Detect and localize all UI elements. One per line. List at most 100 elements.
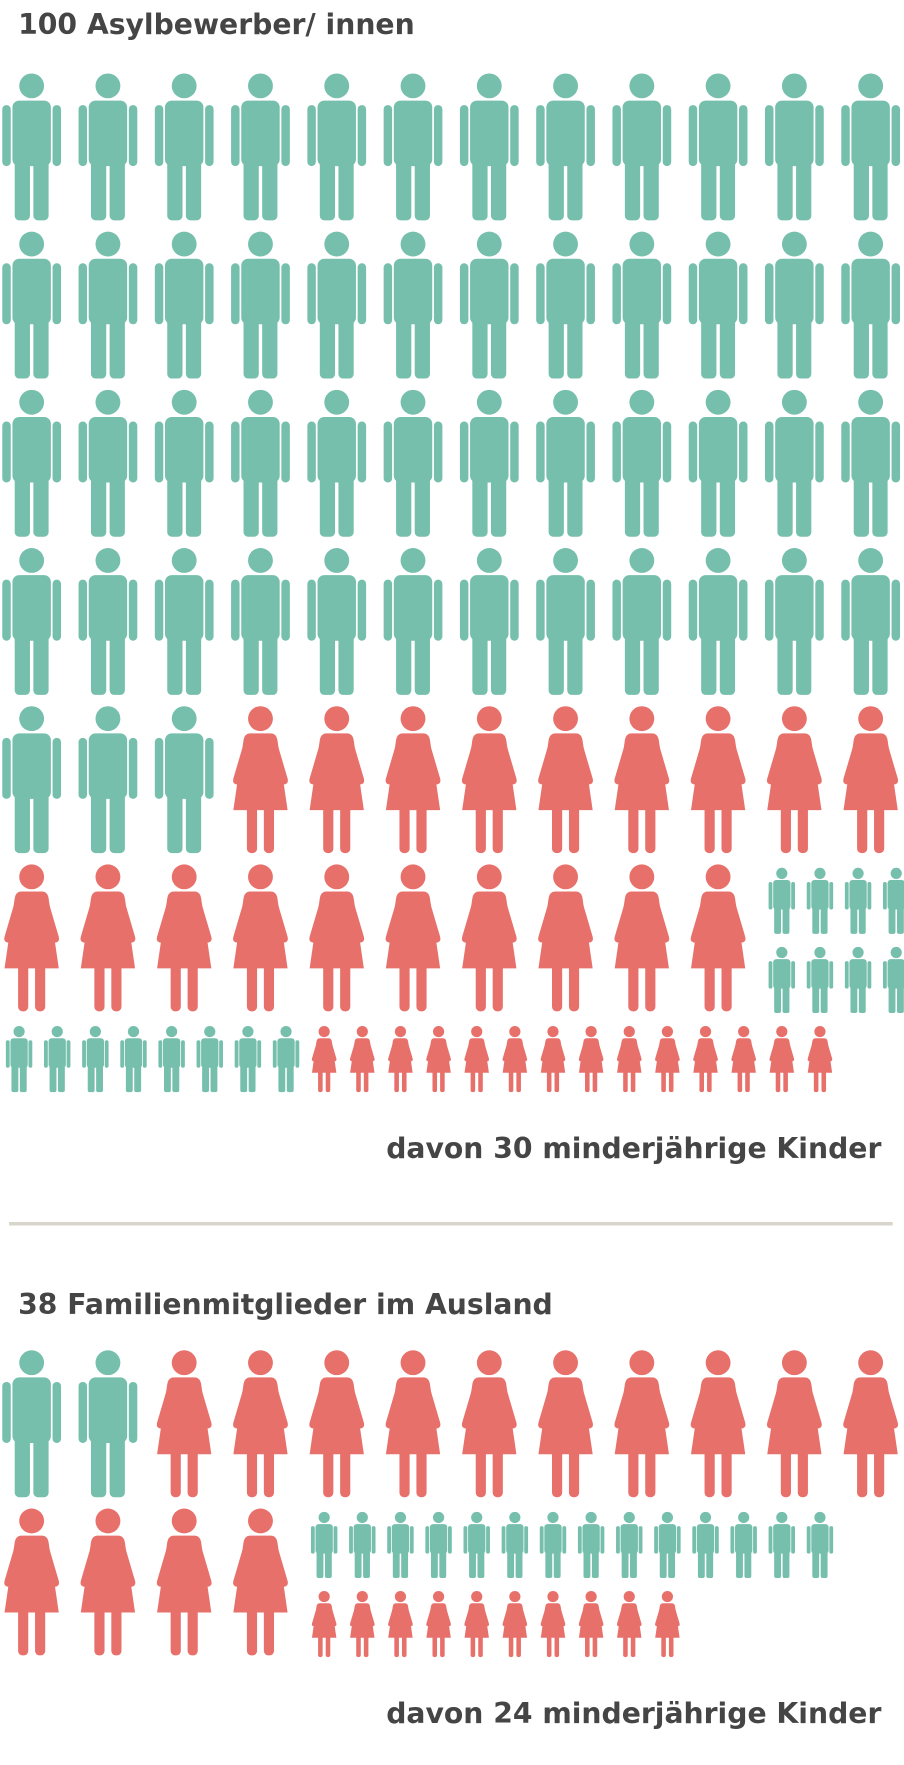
child-man-icon bbox=[806, 867, 834, 934]
man-icon bbox=[307, 389, 367, 537]
child-man-icon bbox=[844, 867, 872, 934]
man-icon bbox=[78, 389, 138, 537]
child-man-icon bbox=[234, 1026, 262, 1093]
child-woman-icon bbox=[349, 1590, 375, 1658]
man-icon bbox=[841, 231, 901, 379]
man-icon bbox=[154, 706, 214, 854]
woman-icon bbox=[385, 706, 441, 854]
woman-icon bbox=[461, 864, 517, 1012]
woman-icon bbox=[690, 706, 746, 854]
man-icon bbox=[764, 548, 824, 695]
woman-icon bbox=[233, 706, 288, 854]
woman-icon bbox=[385, 1350, 441, 1498]
woman-icon bbox=[766, 1350, 822, 1498]
child-man-icon bbox=[272, 1026, 300, 1093]
child-man-icon bbox=[768, 946, 796, 1014]
child-woman-icon bbox=[426, 1590, 451, 1658]
child-woman-icon bbox=[655, 1026, 680, 1093]
man-icon bbox=[688, 231, 748, 379]
woman-icon bbox=[766, 706, 822, 854]
woman-icon bbox=[538, 706, 593, 854]
man-icon bbox=[78, 1350, 138, 1498]
child-man-icon bbox=[120, 1026, 147, 1093]
man-icon bbox=[307, 548, 367, 695]
child-man-icon bbox=[501, 1511, 529, 1578]
man-icon bbox=[459, 231, 519, 379]
woman-icon bbox=[461, 706, 517, 854]
child-man-icon bbox=[539, 1511, 567, 1578]
child-woman-icon bbox=[540, 1590, 566, 1658]
man-icon bbox=[459, 548, 519, 695]
woman-icon bbox=[843, 706, 899, 854]
section-note: davon 24 minderjährige Kinder bbox=[386, 1697, 881, 1730]
woman-icon bbox=[156, 1350, 212, 1498]
child-woman-icon bbox=[502, 1026, 528, 1093]
woman-icon bbox=[690, 864, 746, 1012]
child-man-icon bbox=[768, 867, 796, 934]
woman-icon bbox=[309, 706, 365, 854]
child-woman-icon bbox=[464, 1590, 490, 1658]
man-icon bbox=[536, 548, 595, 695]
woman-icon bbox=[538, 1350, 593, 1498]
child-woman-icon bbox=[464, 1026, 490, 1093]
man-icon bbox=[383, 389, 443, 537]
man-icon bbox=[2, 706, 62, 854]
child-woman-icon bbox=[388, 1026, 413, 1093]
man-icon bbox=[231, 548, 290, 695]
man-icon bbox=[459, 389, 519, 537]
man-icon bbox=[688, 548, 748, 695]
man-icon bbox=[231, 231, 290, 379]
child-woman-icon bbox=[540, 1026, 566, 1093]
man-icon bbox=[536, 389, 595, 537]
woman-icon bbox=[156, 864, 212, 1012]
section-title: 100 Asylbewerber/ innen bbox=[18, 8, 415, 41]
woman-icon bbox=[156, 1508, 212, 1656]
child-woman-icon bbox=[311, 1026, 337, 1093]
child-man-icon bbox=[310, 1511, 338, 1578]
man-icon bbox=[231, 73, 290, 221]
woman-icon bbox=[614, 864, 670, 1012]
child-man-icon bbox=[616, 1511, 643, 1578]
child-woman-icon bbox=[388, 1590, 413, 1658]
child-man-icon bbox=[730, 1511, 757, 1578]
woman-icon bbox=[538, 864, 593, 1012]
child-woman-icon bbox=[349, 1026, 375, 1093]
woman-icon bbox=[233, 1350, 288, 1498]
man-icon bbox=[78, 548, 138, 695]
woman-icon bbox=[4, 864, 60, 1012]
man-icon bbox=[2, 73, 62, 221]
child-woman-icon bbox=[426, 1026, 451, 1093]
woman-icon bbox=[233, 1508, 288, 1656]
man-icon bbox=[383, 231, 443, 379]
man-icon bbox=[764, 73, 824, 221]
child-man-icon bbox=[5, 1026, 33, 1093]
man-icon bbox=[383, 548, 443, 695]
man-icon bbox=[612, 548, 672, 695]
child-woman-icon bbox=[693, 1026, 718, 1093]
woman-icon bbox=[690, 1350, 746, 1498]
child-woman-icon bbox=[807, 1026, 833, 1093]
woman-icon bbox=[614, 1350, 670, 1498]
man-icon bbox=[536, 231, 595, 379]
child-woman-icon bbox=[578, 1026, 604, 1093]
man-icon bbox=[2, 1350, 62, 1498]
child-man-icon bbox=[692, 1511, 719, 1578]
woman-icon bbox=[80, 864, 136, 1012]
woman-icon bbox=[614, 706, 670, 854]
woman-icon bbox=[233, 864, 288, 1012]
man-icon bbox=[154, 389, 214, 537]
child-woman-icon bbox=[731, 1026, 757, 1093]
man-icon bbox=[78, 231, 138, 379]
man-icon bbox=[688, 389, 748, 537]
man-icon bbox=[612, 73, 672, 221]
man-icon bbox=[688, 73, 748, 221]
man-icon bbox=[78, 706, 138, 854]
woman-icon bbox=[80, 1508, 136, 1656]
man-icon bbox=[612, 389, 672, 537]
child-man-icon bbox=[463, 1511, 490, 1578]
child-woman-icon bbox=[616, 1590, 642, 1658]
man-icon bbox=[307, 73, 367, 221]
child-man-icon bbox=[43, 1026, 71, 1093]
man-icon bbox=[841, 73, 901, 221]
